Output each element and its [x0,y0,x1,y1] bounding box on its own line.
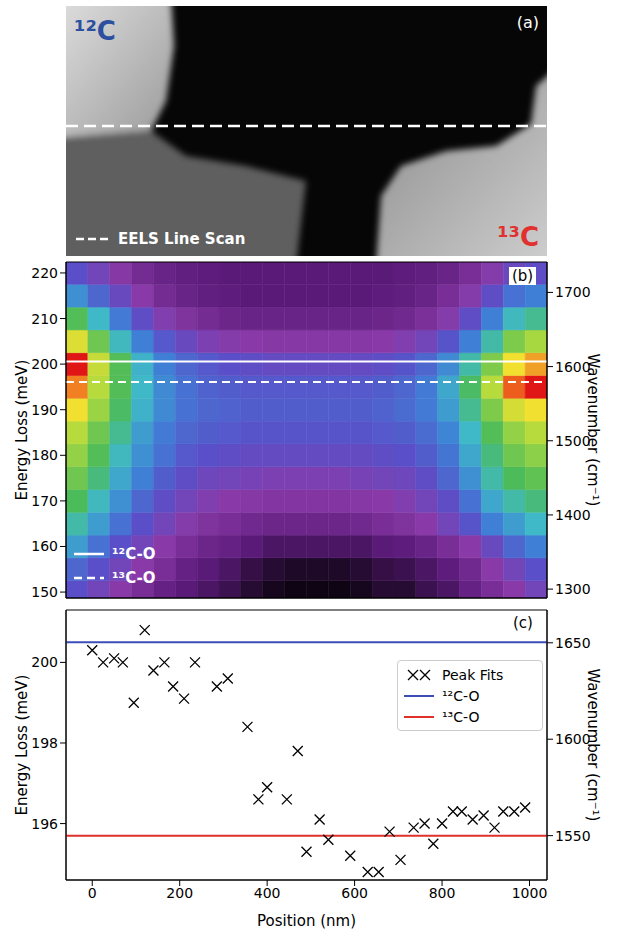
svg-text:1600: 1600 [555,731,591,748]
svg-text:Position (nm): Position (nm) [257,912,356,930]
svg-text:1300: 1300 [555,581,591,597]
svg-text:Wavenumber (cm⁻¹): Wavenumber (cm⁻¹) [584,669,602,822]
html-text:(b): (b) [512,267,534,285]
svg-text:(a): (a) [517,13,539,32]
html-text:¹²C-O: ¹²C-O [112,545,156,563]
svg-text:¹³C: ¹³C [497,222,539,252]
svg-text:160: 160 [31,538,58,554]
svg-text:1650: 1650 [555,635,591,651]
svg-text:1600: 1600 [555,358,591,375]
svg-text:600: 600 [341,885,368,901]
svg-text:198: 198 [31,735,58,751]
svg-text:210: 210 [31,311,58,327]
svg-text:0: 0 [88,885,97,901]
svg-text:170: 170 [31,493,58,509]
svg-text:800: 800 [429,885,456,901]
html-text:¹³C-O: ¹³C-O [112,569,156,587]
html-text:(c): (c) [513,614,533,632]
svg-text:¹²C: ¹²C [74,16,116,46]
svg-text:1000: 1000 [512,885,548,901]
svg-text:220: 220 [31,265,58,281]
svg-text:1500: 1500 [555,432,591,449]
svg-text:190: 190 [31,402,58,418]
svg-text:200: 200 [166,885,193,901]
html-text:¹³C-O: ¹³C-O [442,708,480,725]
svg-text:200: 200 [31,356,58,372]
svg-text:150: 150 [31,584,58,600]
svg-text:400: 400 [254,885,281,901]
svg-text:1550: 1550 [555,828,591,844]
svg-text:1700: 1700 [555,284,591,300]
svg-text:Energy Loss (meV): Energy Loss (meV) [13,675,31,816]
svg-text:EELS Line Scan: EELS Line Scan [118,230,245,248]
svg-text:1400: 1400 [555,507,591,523]
svg-text:196: 196 [31,816,58,832]
svg-text:Energy Loss (meV): Energy Loss (meV) [13,360,31,501]
svg-text:200: 200 [31,654,58,670]
svg-text:Wavenumber (cm⁻¹): Wavenumber (cm⁻¹) [584,354,602,507]
html-text:¹²C-O: ¹²C-O [442,687,480,704]
html-text:Peak Fits: Peak Fits [442,666,504,683]
svg-text:180: 180 [31,447,58,463]
